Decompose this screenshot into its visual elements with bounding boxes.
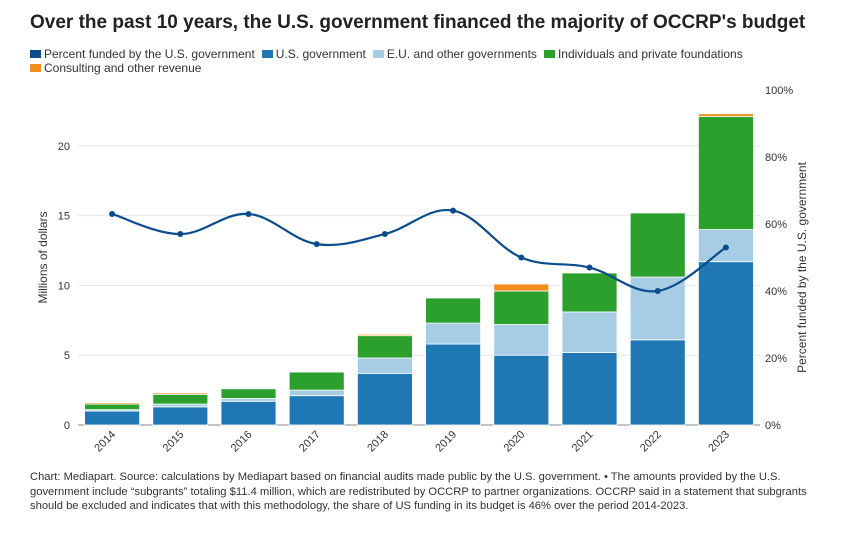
- bar-segment: [288, 389, 345, 397]
- bar-segment: [629, 211, 686, 214]
- y-axis-label: Millions of dollars: [36, 211, 50, 303]
- y2-tick-label: 80%: [765, 152, 787, 164]
- bar-segment: [425, 297, 482, 324]
- y-tick-label: 15: [58, 211, 70, 223]
- bar-segment: [493, 283, 550, 292]
- y-tick-label: 10: [58, 280, 70, 292]
- legend-label-us-percent: Percent funded by the U.S. government: [44, 47, 255, 61]
- y2-tick-label: 60%: [765, 219, 787, 231]
- bar-segment: [220, 387, 277, 390]
- bar-segment: [84, 402, 140, 405]
- legend-label-consulting: Consulting and other revenue: [44, 61, 202, 75]
- percent-point: [654, 288, 661, 294]
- legend-label-us-government: U.S. government: [275, 47, 366, 61]
- x-tick-label: 2016: [229, 429, 255, 455]
- bar-segment: [356, 357, 413, 374]
- bar-segment: [493, 290, 550, 325]
- legend: Percent funded by the U.S. government U.…: [30, 47, 750, 75]
- bar-segment: [698, 113, 754, 117]
- legend-swatch-consulting: [30, 64, 41, 72]
- percent-point: [177, 231, 184, 238]
- bar-segment: [220, 398, 277, 402]
- chart-canvas: 0 5 10 15 20 0% 20% 40% 60% 80% 100% Millions of do…: [36, 85, 809, 455]
- bar-segment: [288, 395, 345, 426]
- y2-axis-label: Percent funded by the U.S. government: [795, 161, 809, 372]
- y2-tick-label: 40%: [765, 286, 787, 298]
- y-tick-label: 20: [58, 141, 70, 153]
- bar-segment: [629, 339, 686, 426]
- bar-segment: [629, 276, 686, 341]
- chart-footer-note: Chart: Mediapart. Source: calculations b…: [30, 471, 807, 512]
- bar-segment: [561, 271, 618, 274]
- y2-tick-label: 100%: [765, 85, 793, 97]
- legend-label-eu-governments: E.U. and other governments: [386, 47, 537, 61]
- legend-swatch-eu-governments: [372, 50, 384, 58]
- bar-segment: [425, 322, 482, 345]
- percent-point: [586, 264, 593, 271]
- x-tick-label: 2021: [570, 429, 596, 455]
- percent-point: [109, 210, 116, 217]
- bar-segment: [152, 393, 209, 405]
- y-tick-label: 0: [64, 420, 70, 432]
- bar-segment: [561, 272, 618, 313]
- bar-segment: [425, 343, 482, 426]
- x-tick-label: 2017: [297, 429, 323, 455]
- bar-segment: [356, 333, 413, 337]
- legend-item-us-government: U.S. government: [261, 47, 366, 61]
- x-tick-label: 2023: [706, 429, 732, 455]
- legend-label-private-foundations: Individuals and private foundations: [557, 47, 743, 61]
- legend-swatch-private-foundations: [543, 50, 555, 58]
- bar-segment: [220, 400, 277, 426]
- x-tick-label: 2022: [638, 429, 664, 455]
- legend-swatch-us-government: [261, 50, 273, 58]
- bar-segment: [698, 261, 754, 426]
- percent-line: [111, 208, 727, 293]
- bar-segment: [698, 116, 754, 230]
- percent-point: [313, 241, 320, 248]
- bar-segment: [561, 352, 618, 426]
- bar-segment: [84, 410, 140, 426]
- bar-segment: [288, 370, 345, 373]
- legend-item-us-percent: Percent funded by the U.S. government: [30, 47, 255, 61]
- x-tick-label: 2018: [365, 429, 391, 455]
- y2-tick-label: 0%: [765, 420, 781, 432]
- bar-segment: [561, 311, 618, 353]
- bar-segment: [220, 388, 277, 399]
- legend-item-private-foundations: Individuals and private foundations: [543, 47, 743, 61]
- bar-segment: [152, 403, 209, 408]
- bar-segment: [493, 324, 550, 356]
- x-tick-label: 2014: [92, 429, 118, 455]
- bar-segment: [356, 372, 413, 426]
- chart-title: Over the past 10 years, the U.S. governm…: [30, 12, 806, 33]
- percent-point: [518, 254, 525, 261]
- y2-tick-label: 20%: [765, 353, 787, 365]
- bar-segment: [152, 406, 209, 426]
- bar-segment: [356, 335, 413, 359]
- percent-point: [450, 207, 457, 214]
- x-tick-label: 2019: [433, 429, 459, 455]
- bar-segment: [288, 371, 345, 391]
- legend-swatch-us-percent: [30, 50, 41, 58]
- percent-point: [381, 231, 388, 238]
- bar-segment: [629, 212, 686, 278]
- bar-segment: [152, 392, 209, 395]
- legend-item-eu-governments: E.U. and other governments: [372, 47, 537, 61]
- bar-segment: [493, 354, 550, 426]
- x-tick-label: 2020: [502, 429, 528, 455]
- percent-point: [245, 210, 252, 217]
- legend-item-consulting: Consulting and other revenue: [30, 61, 201, 75]
- bar-segment: [84, 403, 140, 411]
- y-tick-label: 5: [64, 350, 70, 362]
- x-tick-label: 2015: [161, 429, 187, 455]
- percent-point: [722, 244, 729, 251]
